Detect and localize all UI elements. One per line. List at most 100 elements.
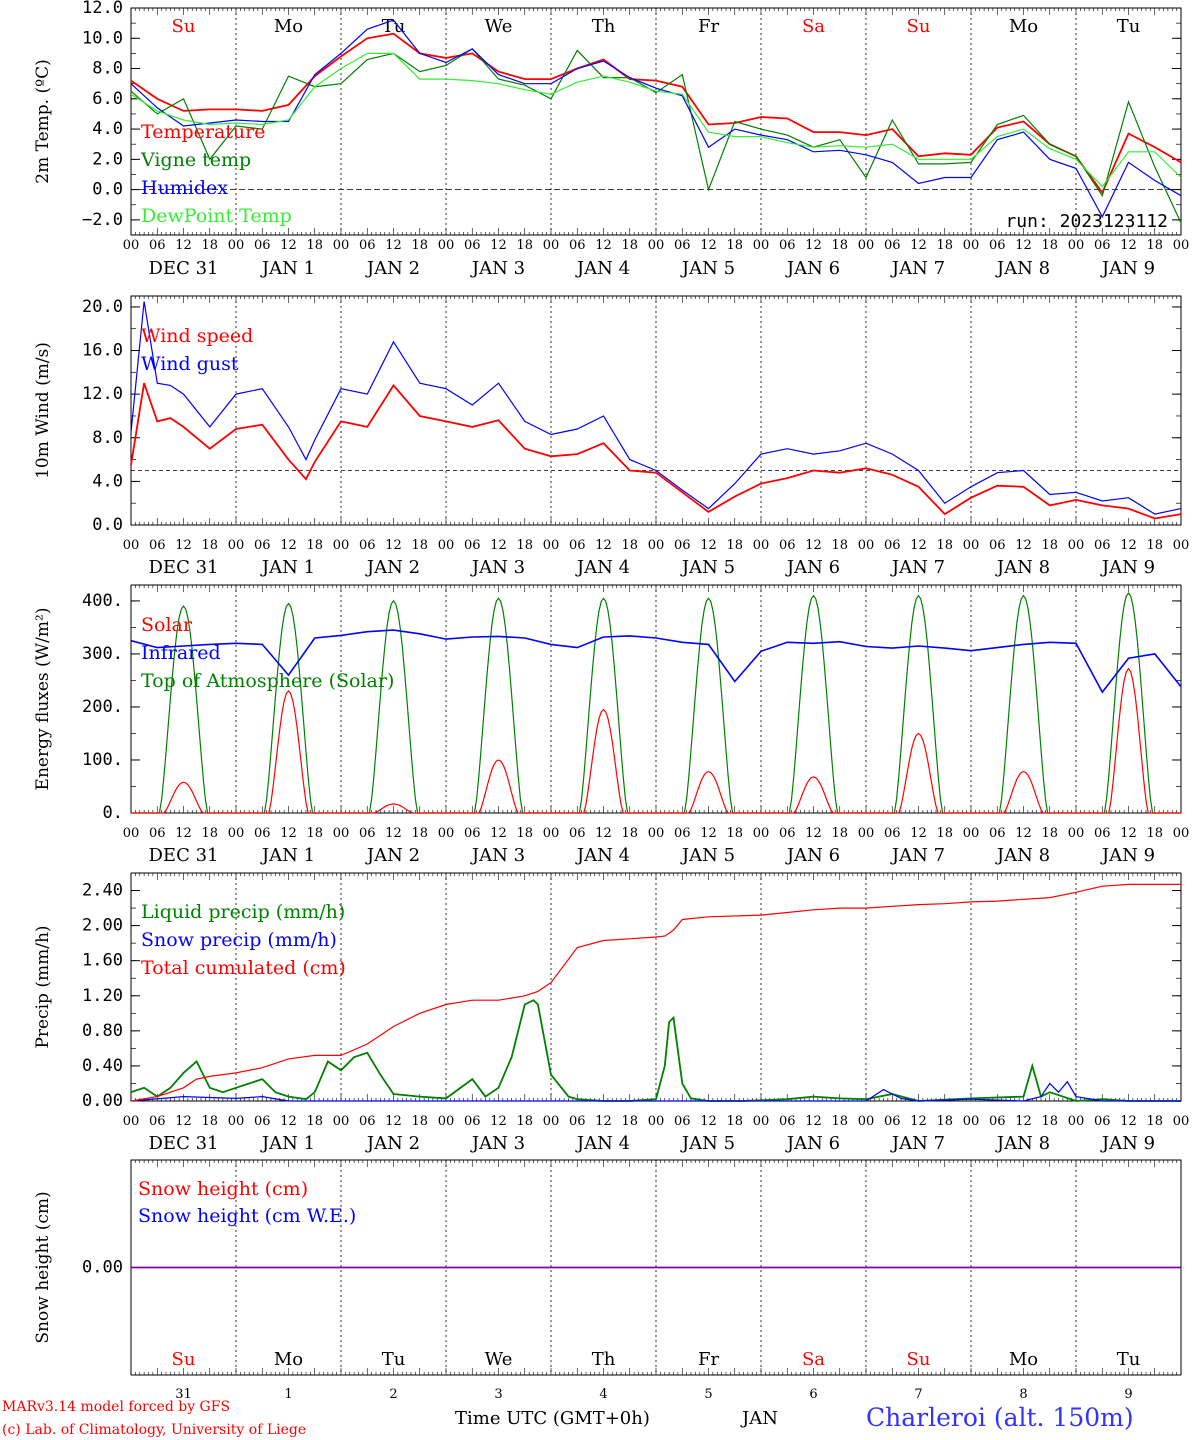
date-label: JAN 4: [575, 1133, 630, 1154]
weekday-label: Su: [907, 1349, 931, 1370]
hour-tick-label: 18: [936, 1114, 953, 1129]
hour-tick-label: 18: [621, 1114, 638, 1129]
weekday-label: Mo: [274, 1349, 303, 1370]
date-label: JAN 7: [890, 845, 945, 866]
series-line: [130, 1080, 1181, 1102]
hour-tick-label: 12: [490, 1114, 507, 1129]
hour-tick-label: 06: [254, 538, 271, 553]
hour-tick-label: 12: [490, 826, 507, 841]
weekday-label: Tu: [1117, 1349, 1141, 1370]
hour-tick-label: 00: [123, 538, 140, 553]
footer: MARv3.14 model forced by GFS (c) Lab. of…: [2, 1399, 1134, 1438]
date-label: JAN 3: [470, 258, 525, 279]
y-tick-label: 2.00: [82, 916, 123, 936]
hour-tick-label: 12: [700, 826, 717, 841]
hour-tick-label: 18: [1146, 826, 1163, 841]
y-tick-label: 200.: [82, 697, 123, 717]
hour-tick-label: 12: [280, 538, 297, 553]
series-line: [130, 48, 1182, 224]
date-label: JAN 7: [890, 258, 945, 279]
y-tick-label: 4.0: [92, 471, 123, 491]
y-axis-label: Energy fluxes (W/m²): [33, 608, 53, 791]
y-axis-label: 2m Temp. (ºC): [33, 59, 53, 184]
weekday-label: Su: [172, 1349, 196, 1370]
hour-tick-label: 06: [569, 538, 586, 553]
hour-tick-label: 12: [700, 538, 717, 553]
hour-tick-label: 18: [831, 826, 848, 841]
hour-tick-label: 06: [1094, 238, 1111, 253]
hour-tick-label: 00: [543, 538, 560, 553]
weekday-label: Fr: [698, 1349, 719, 1370]
hour-tick-label: 00: [963, 238, 980, 253]
hour-tick-label: 06: [464, 826, 481, 841]
date-label: JAN 3: [470, 845, 525, 866]
date-label: JAN 1: [260, 557, 315, 578]
hour-tick-label: 00: [333, 826, 350, 841]
legend-entry: Snow height (cm): [138, 1178, 308, 1200]
hour-tick-label: 12: [490, 538, 507, 553]
legend-entry: Wind gust: [141, 353, 239, 375]
y-tick-label: 2.40: [82, 881, 123, 901]
date-label: JAN 7: [890, 557, 945, 578]
solar-line: [131, 667, 1181, 814]
hour-tick-label: 12: [910, 826, 927, 841]
hour-tick-label: 00: [543, 238, 560, 253]
panel-2: 0.0 4.0 8.0 12.0 16.0 20.0 10m Wind (m/s) Wind …: [33, 295, 1189, 578]
hour-tick-label: 06: [989, 826, 1006, 841]
y-tick-label: 0.0: [92, 180, 123, 200]
hour-tick-label: 00: [963, 1114, 980, 1129]
footer-model-text: MARv3.14 model forced by GFS: [2, 1399, 230, 1415]
hour-tick-label: 06: [779, 238, 796, 253]
date-label: JAN 6: [785, 1133, 840, 1154]
legend-entry: Humidex: [141, 177, 228, 199]
day-number-label: 9: [1124, 1387, 1132, 1402]
y-axis-label: Precip (mm/h): [33, 925, 53, 1048]
panel-4: 0.00 0.40 0.80 1.20 1.60 2.00 2.40 Precip (mm/h…: [33, 872, 1189, 1154]
hour-tick-label: 06: [884, 1114, 901, 1129]
x-axis-title: Time UTC (GMT+0h): [455, 1408, 650, 1429]
date-label: JAN 9: [1100, 1133, 1155, 1154]
weekday-label: Mo: [274, 16, 303, 37]
hour-tick-label: 18: [621, 538, 638, 553]
legend-entry: Temperature: [141, 121, 265, 143]
hour-tick-label: 00: [648, 238, 665, 253]
hour-tick-label: 06: [464, 238, 481, 253]
weekday-label: Sa: [802, 16, 825, 37]
hour-tick-label: 00: [753, 1114, 770, 1129]
hour-tick-label: 06: [674, 238, 691, 253]
run-label: run: 2023123112: [1005, 211, 1168, 232]
hour-tick-label: 18: [201, 1114, 218, 1129]
date-label: DEC 31: [149, 1133, 219, 1154]
hour-tick-label: 00: [858, 1114, 875, 1129]
hour-tick-label: 06: [149, 538, 166, 553]
hour-tick-label: 00: [858, 238, 875, 253]
hour-tick-label: 18: [201, 826, 218, 841]
date-label: JAN 2: [365, 557, 420, 578]
hour-tick-label: 12: [385, 1114, 402, 1129]
weekday-label: Su: [172, 16, 196, 37]
hour-tick-label: 18: [306, 826, 323, 841]
hour-tick-label: 00: [1068, 238, 1085, 253]
hour-tick-label: 18: [201, 238, 218, 253]
date-label: JAN 9: [1100, 845, 1155, 866]
legend-entry: Snow height (cm W.E.): [138, 1205, 356, 1227]
hour-tick-label: 18: [1146, 538, 1163, 553]
date-label: JAN 8: [995, 258, 1050, 279]
hour-tick-label: 18: [516, 826, 533, 841]
hour-tick-label: 00: [1068, 1114, 1085, 1129]
hour-tick-label: 00: [228, 1114, 245, 1129]
date-label: JAN 1: [260, 1133, 315, 1154]
date-label: JAN 2: [365, 1133, 420, 1154]
hour-tick-label: 06: [359, 238, 376, 253]
weekday-label: Mo: [1009, 16, 1038, 37]
hour-tick-label: 06: [989, 1114, 1006, 1129]
hour-tick-label: 06: [1094, 538, 1111, 553]
hour-tick-label: 18: [831, 238, 848, 253]
y-tick-label: 0.0: [92, 515, 123, 535]
weekday-label: Tu: [382, 1349, 406, 1370]
hour-tick-label: 06: [1094, 826, 1111, 841]
legend-entry: Total cumulated (cm): [141, 957, 346, 979]
weekday-label: We: [485, 16, 513, 37]
hour-tick-label: 12: [175, 538, 192, 553]
hour-tick-label: 06: [674, 538, 691, 553]
